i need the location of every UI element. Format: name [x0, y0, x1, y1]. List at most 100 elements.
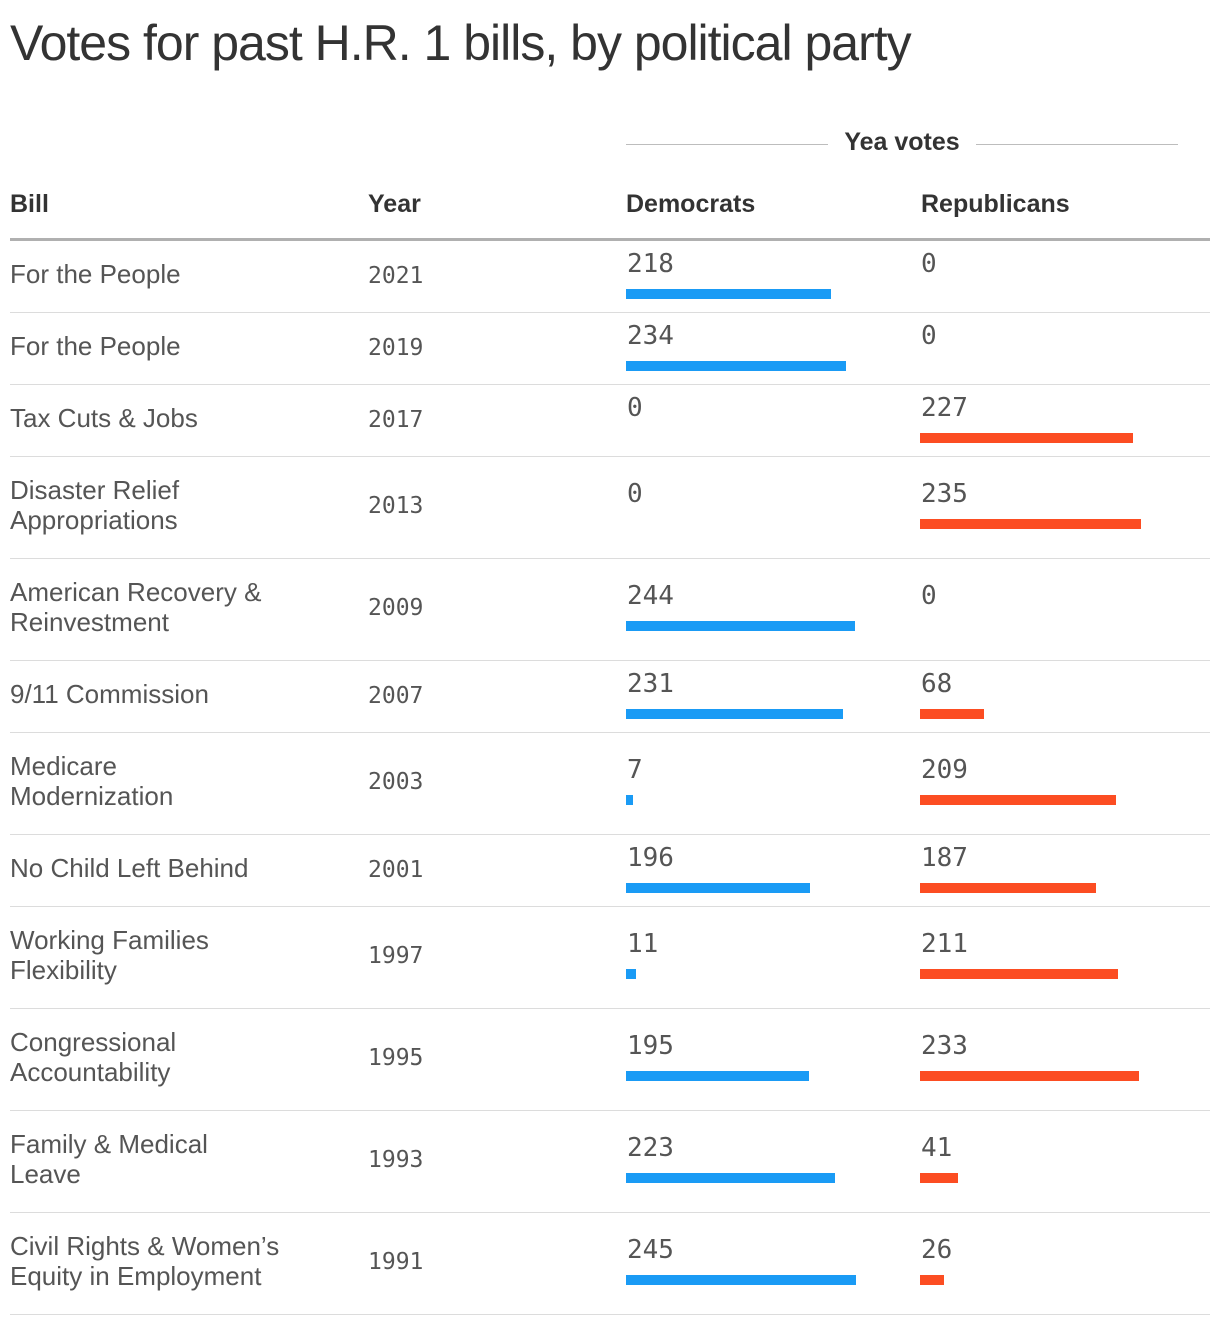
bill-name: No Child Left Behind	[10, 853, 248, 883]
republicans-bar	[920, 969, 1119, 979]
democrats-bar	[626, 361, 846, 371]
header-divider	[10, 238, 1210, 241]
republicans-value-label: 0	[921, 581, 937, 611]
bill-name-line: For the People	[10, 331, 181, 361]
republicans-value-label: 227	[921, 393, 968, 423]
column-header-republicans: Republicans	[921, 190, 1070, 218]
yea-votes-label: Yea votes	[844, 128, 960, 156]
bill-name: Working Families Flexibility	[10, 925, 209, 985]
democrats-value-label: 223	[627, 1133, 674, 1163]
table-row: For the People 2021 218 0	[10, 241, 1210, 313]
bill-year: 1997	[368, 943, 424, 969]
bill-name-line: Flexibility	[10, 955, 117, 985]
bill-name-line: Civil Rights & Women’s	[10, 1231, 280, 1261]
bill-name-line: Accountability	[10, 1057, 171, 1087]
republicans-bar	[920, 1071, 1139, 1081]
bill-name: Medicare Modernization	[10, 751, 173, 811]
bill-name-line: American Recovery &	[10, 577, 262, 607]
table-row: Congressional Accountability 1995 195 233	[10, 1009, 1210, 1111]
democrats-value-label: 231	[627, 669, 674, 699]
bill-name-line: No Child Left Behind	[10, 853, 249, 883]
chart-title: Votes for past H.R. 1 bills, by politica…	[10, 15, 912, 71]
bill-name: 9/11 Commission	[10, 679, 209, 709]
table-row: Medicare Modernization 2003 7 209	[10, 733, 1210, 835]
column-header-democrats: Democrats	[626, 190, 756, 218]
bill-year: 2021	[368, 263, 424, 289]
republicans-value-label: 26	[921, 1235, 953, 1265]
democrats-bar	[626, 1173, 836, 1183]
bill-year: 2007	[368, 683, 424, 709]
bill-name-line: Tax Cuts & Jobs	[10, 403, 198, 433]
bill-year: 2009	[368, 595, 424, 621]
bill-name: For the People	[10, 259, 181, 289]
republicans-value-label: 211	[921, 929, 968, 959]
democrats-value-label: 0	[627, 393, 643, 423]
democrats-bar	[626, 969, 637, 979]
democrats-value-label: 0	[627, 479, 643, 509]
table-row: Working Families Flexibility 1997 11 211	[10, 907, 1210, 1009]
democrats-value-label: 7	[627, 755, 643, 785]
table-row: For the People 2019 234 0	[10, 313, 1210, 385]
democrats-bar	[626, 883, 810, 893]
bill-name-line: Working Families	[10, 925, 209, 955]
republicans-bar	[920, 433, 1134, 443]
republicans-bar	[920, 1275, 945, 1285]
bill-name-line: Disaster Relief	[10, 475, 180, 505]
bill-name-line: Medicare	[10, 751, 117, 781]
democrats-bar	[626, 1071, 810, 1081]
republicans-value-label: 68	[921, 669, 953, 699]
bill-year: 1993	[368, 1147, 424, 1173]
democrats-value-label: 218	[627, 249, 674, 279]
bill-name-line: For the People	[10, 259, 181, 289]
table-row: 9/11 Commission 2007 231 68	[10, 661, 1210, 733]
republicans-bar	[920, 795, 1117, 805]
bill-name: Congressional Accountability	[10, 1027, 176, 1087]
democrats-value-label: 196	[627, 843, 674, 873]
column-header-year: Year	[368, 190, 421, 218]
republicans-value-label: 233	[921, 1031, 968, 1061]
table-row: No Child Left Behind 2001 196 187	[10, 835, 1210, 907]
republicans-value-label: 0	[921, 249, 937, 279]
democrats-bar	[626, 795, 633, 805]
republicans-bar	[920, 883, 1096, 893]
yea-votes-header: Yea votes	[626, 126, 1178, 162]
header-rule-right	[976, 144, 1178, 145]
bill-name-line: Family & Medical	[10, 1129, 208, 1159]
bill-year: 1991	[368, 1249, 424, 1275]
bill-name-line: Leave	[10, 1159, 81, 1189]
bill-name-line: Modernization	[10, 781, 174, 811]
column-header-bill: Bill	[10, 190, 49, 218]
bill-year: 2019	[368, 335, 424, 361]
table-row: Tax Cuts & Jobs 2017 0 227	[10, 385, 1210, 457]
republicans-value-label: 235	[921, 479, 968, 509]
table-row: Civil Rights & Women’s Equity in Employme…	[10, 1213, 1210, 1315]
democrats-bar	[626, 621, 856, 631]
bill-year: 2001	[368, 857, 424, 883]
table-row: Disaster Relief Appropriations 2013 0 235	[10, 457, 1210, 559]
bill-year: 2003	[368, 769, 424, 795]
bill-name-line: Congressional	[10, 1027, 177, 1057]
bill-year: 1995	[368, 1045, 424, 1071]
bill-name-line: Reinvestment	[10, 607, 169, 637]
democrats-bar	[626, 709, 843, 719]
bill-name: Family & Medical Leave	[10, 1129, 208, 1189]
bill-year: 2013	[368, 493, 424, 519]
bill-name: For the People	[10, 331, 181, 361]
republicans-bar	[920, 709, 984, 719]
democrats-bar	[626, 1275, 856, 1285]
bill-name: Tax Cuts & Jobs	[10, 403, 198, 433]
bill-name-line: 9/11 Commission	[10, 679, 209, 709]
republicans-bar	[920, 1173, 959, 1183]
democrats-value-label: 234	[627, 321, 674, 351]
bill-name: Civil Rights & Women’s Equity in Employme…	[10, 1231, 279, 1291]
democrats-value-label: 11	[627, 929, 659, 959]
header-rule-left	[626, 144, 828, 145]
republicans-value-label: 0	[921, 321, 937, 351]
bill-name: Disaster Relief Appropriations	[10, 475, 179, 535]
bill-name-line: Equity in Employment	[10, 1261, 262, 1291]
table-row: Family & Medical Leave 1993 223 41	[10, 1111, 1210, 1213]
bill-name: American Recovery & Reinvestment	[10, 577, 261, 637]
republicans-bar	[920, 519, 1141, 529]
republicans-value-label: 209	[921, 755, 968, 785]
democrats-value-label: 244	[627, 581, 674, 611]
